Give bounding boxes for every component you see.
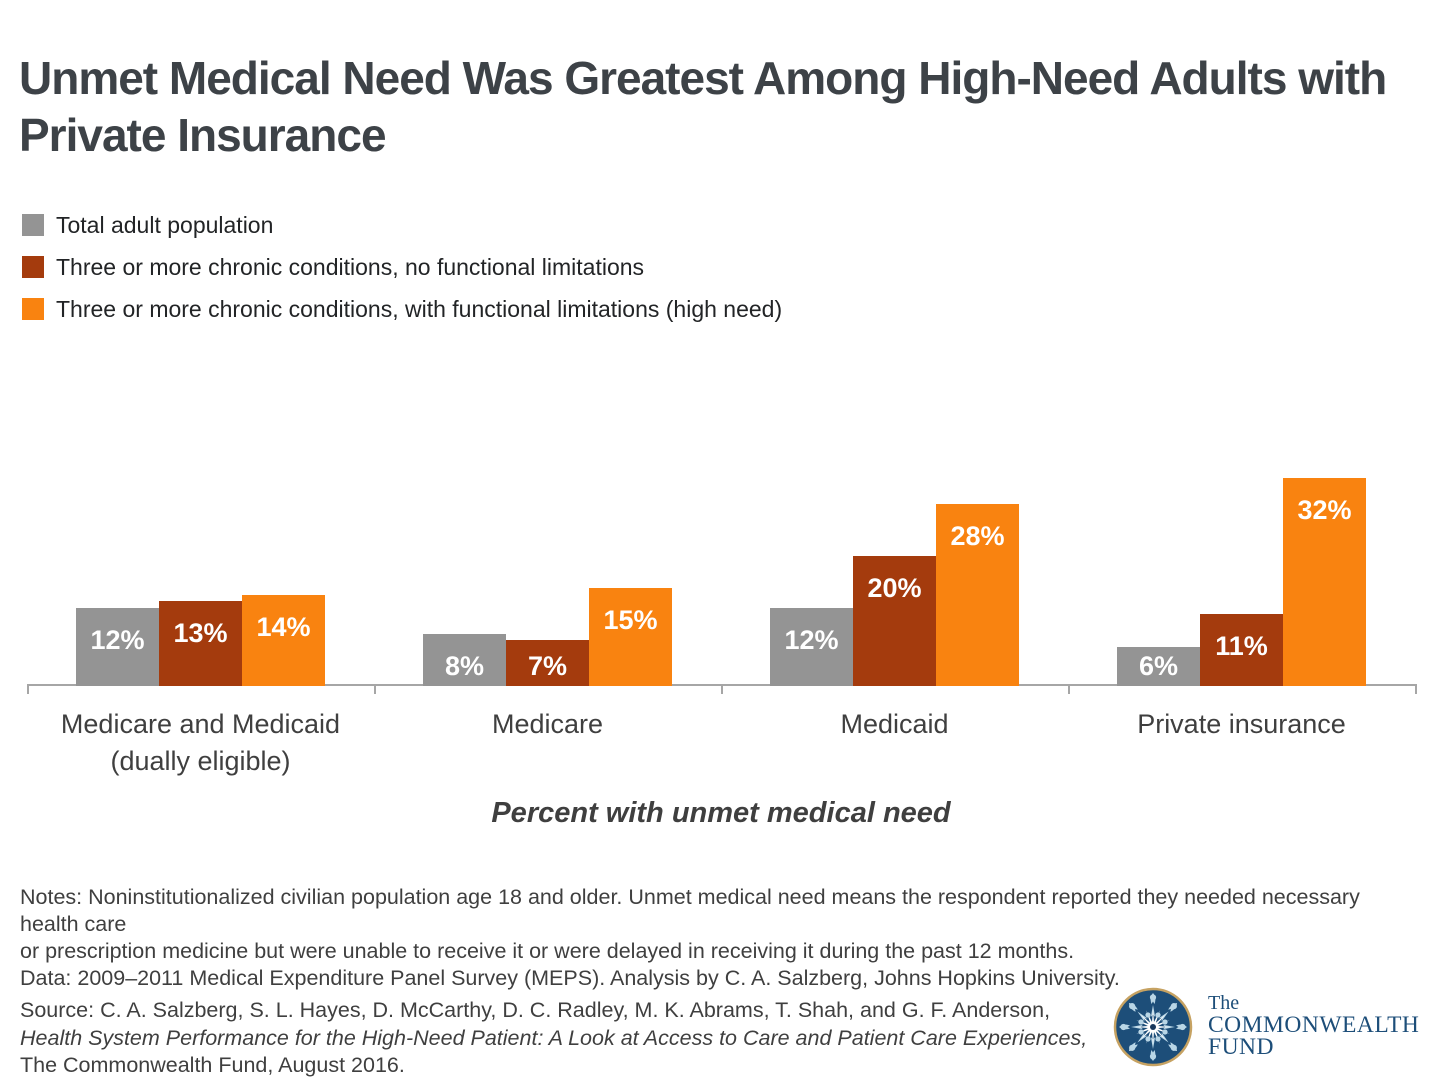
bar-value-label: 13%	[173, 618, 228, 648]
bar-value-label: 7%	[527, 651, 568, 681]
commonwealth-fund-starburst-icon	[1113, 987, 1193, 1067]
legend-item: Three or more chronic conditions, no fun…	[22, 253, 782, 280]
bar-value-label: 14%	[256, 612, 311, 642]
legend-swatch-icon	[22, 214, 44, 236]
bar: 20%	[853, 556, 936, 686]
x-axis-tick	[1068, 684, 1070, 694]
source-text: Source: C. A. Salzberg, S. L. Hayes, D. …	[20, 997, 1100, 1080]
bar-value-label: 20%	[867, 573, 922, 603]
bar: 13%	[159, 601, 242, 686]
bar-value-label: 12%	[90, 625, 145, 655]
bar: 7%	[506, 640, 589, 686]
category-label: Medicare and Medicaid (dually eligible)	[60, 709, 341, 776]
page-title: Unmet Medical Need Was Greatest Among Hi…	[19, 52, 1387, 161]
source-line-2: Health System Performance for the High-N…	[20, 1025, 1088, 1050]
legend-item: Three or more chronic conditions, with f…	[22, 295, 783, 322]
legend: Total adult population Three or more chro…	[22, 211, 783, 340]
legend-label: Three or more chronic conditions, no fun…	[56, 253, 645, 280]
bar-value-label: 15%	[603, 605, 658, 635]
category-label: Private insurance	[1137, 709, 1346, 739]
bar: 6%	[1117, 647, 1200, 686]
bar: 14%	[242, 595, 325, 686]
x-axis-tick	[27, 684, 29, 694]
x-axis-tick	[721, 684, 723, 694]
logo-fund: FUND	[1208, 1034, 1274, 1060]
logo-the: The	[1208, 992, 1240, 1014]
legend-label: Total adult population	[56, 211, 274, 238]
notes-text: Notes: Noninstitutionalized civilian pop…	[20, 885, 1360, 990]
bar: 11%	[1200, 614, 1283, 686]
bar-value-label: 8%	[444, 651, 485, 681]
bar-value-label: 28%	[950, 521, 1005, 551]
logo-wordmark: The COMMONWEALTH FUND	[1208, 992, 1420, 1060]
legend-swatch-icon	[22, 256, 44, 278]
legend-swatch-icon	[22, 298, 44, 320]
bar: 32%	[1283, 478, 1366, 686]
source-line-1: Source: C. A. Salzberg, S. L. Hayes, D. …	[20, 998, 1051, 1022]
bar-value-label: 12%	[784, 625, 839, 655]
x-axis-tick	[374, 684, 376, 694]
bar: 28%	[936, 504, 1019, 686]
x-axis-tick	[1415, 684, 1417, 694]
logo-commonwealth: COMMONWEALTH	[1208, 1012, 1420, 1038]
bar: 8%	[423, 634, 506, 686]
legend-item: Total adult population	[22, 211, 782, 238]
bar: 12%	[770, 608, 853, 686]
source-line-3: The Commonwealth Fund, August 2016.	[20, 1053, 405, 1077]
category-label: Medicare	[491, 709, 604, 739]
commonwealth-fund-logo: The COMMONWEALTH FUND	[1113, 987, 1419, 1067]
x-axis-title: Percent with unmet medical need	[491, 797, 951, 829]
bar: 15%	[589, 588, 672, 686]
legend-label: Three or more chronic conditions, with f…	[56, 295, 783, 322]
bar-value-label: 6%	[1138, 651, 1179, 681]
bar-value-label: 32%	[1297, 495, 1352, 525]
bar-value-label: 11%	[1215, 631, 1268, 661]
category-label: Medicaid	[840, 709, 949, 739]
bar: 12%	[76, 608, 159, 686]
